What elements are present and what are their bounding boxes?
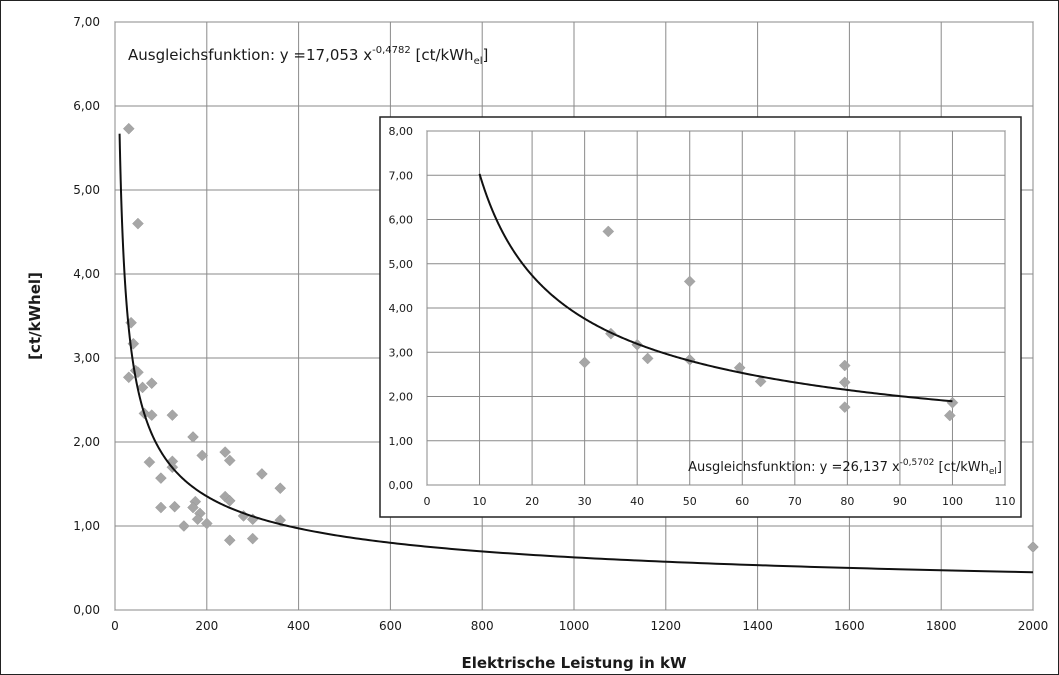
main-data-point (145, 409, 158, 421)
main-data-point (196, 449, 209, 462)
inset-y-tick-label: 2,00 (389, 391, 414, 404)
inset-y-tick-label: 4,00 (389, 302, 414, 315)
main-data-point (122, 371, 135, 384)
inset-x-tick-label: 110 (995, 495, 1016, 508)
inset-y-tick-label: 5,00 (389, 258, 414, 271)
inset-trendline (478, 173, 953, 403)
inset-gridlines (426, 130, 1006, 486)
main-data-point (1027, 541, 1039, 553)
main-y-tick-label: 1,00 (73, 519, 100, 533)
inset-data-point (641, 352, 654, 365)
main-data-point (219, 446, 232, 458)
main-scatter-points (122, 122, 1039, 553)
inset-tick-labels: 0 10 20 30 40 50 60 70 80 90 100 110 0,00 1,00 2,00 3,0… (389, 125, 1016, 508)
inset-x-tick-label: 20 (525, 495, 539, 508)
inset-y-tick-label: 0,00 (389, 479, 414, 492)
inset-data-point (838, 376, 851, 389)
inset-y-tick-label: 1,00 (389, 435, 414, 448)
main-y-tick-label: 3,00 (73, 351, 100, 365)
main-data-point (136, 381, 149, 394)
inset-x-tick-label: 10 (473, 495, 487, 508)
inset-data-point (754, 375, 767, 388)
inset-data-point (683, 275, 696, 288)
main-data-point (132, 217, 144, 230)
main-x-tick-label: 800 (471, 619, 494, 633)
inset-data-point (943, 409, 956, 422)
main-data-point (200, 517, 213, 530)
inset-x-tick-label: 80 (840, 495, 854, 508)
inset-chart: 0 10 20 30 40 50 60 70 80 90 100 110 0,00 1,00 2,00 3,0… (379, 116, 1022, 518)
main-y-tick-label: 4,00 (73, 267, 100, 281)
inset-equation-exponent: -0,5702 (900, 458, 935, 468)
inset-x-tick-label: 50 (683, 495, 697, 508)
main-x-tick-label: 400 (287, 619, 310, 633)
inset-x-tick-label: 60 (735, 495, 749, 508)
main-data-point (155, 501, 167, 514)
main-y-tick-label: 0,00 (73, 603, 100, 617)
main-x-tick-label: 0 (111, 619, 119, 633)
main-equation-unit-sub: el (474, 56, 483, 67)
main-data-point (223, 454, 236, 467)
main-y-tick-label: 2,00 (73, 435, 100, 449)
main-x-tick-label: 1400 (742, 619, 773, 633)
inset-equation-annotation: Ausgleichsfunktion: y =26,137 x-0,5702 [… (688, 458, 1002, 477)
main-data-point (122, 122, 135, 135)
main-data-point (274, 482, 287, 495)
main-y-tick-label: 6,00 (73, 99, 100, 113)
main-data-point (166, 409, 179, 421)
main-data-point (168, 500, 181, 513)
main-tick-labels: 0 200 400 600 800 1000 1200 1400 1600 1800 20000,0… (73, 15, 1048, 633)
inset-x-tick-label: 90 (893, 495, 907, 508)
inset-x-tick-label: 40 (630, 495, 644, 508)
inset-y-tick-label: 6,00 (389, 214, 414, 227)
inset-y-tick-label: 3,00 (389, 346, 414, 359)
main-equation-prefix: Ausgleichsfunktion: y =17,053 x (128, 46, 372, 64)
main-equation-unit: [ct/kWh (411, 46, 474, 64)
main-y-tick-label: 7,00 (73, 15, 100, 29)
inset-y-tick-label: 8,00 (389, 125, 414, 138)
inset-data-point (838, 401, 851, 413)
main-data-point (223, 494, 236, 507)
main-x-tick-label: 1200 (651, 619, 682, 633)
inset-x-tick-label: 0 (424, 495, 431, 508)
x-axis-title: Elektrische Leistung in kW (462, 654, 687, 672)
inset-equation-prefix: Ausgleichsfunktion: y =26,137 x (688, 460, 900, 475)
main-data-point (145, 377, 158, 390)
inset-data-point (578, 356, 591, 369)
inset-equation-unit-sub: el (989, 467, 997, 477)
main-data-point (246, 532, 259, 545)
main-x-tick-label: 1800 (926, 619, 957, 633)
main-data-point (256, 468, 268, 480)
main-data-point (223, 534, 236, 547)
inset-equation-unit: [ct/kWh (934, 460, 988, 475)
main-y-tick-label: 5,00 (73, 183, 100, 197)
inset-x-tick-label: 100 (942, 495, 963, 508)
y-axis-title: [ct/kWhel] (26, 272, 44, 360)
main-x-tick-label: 200 (195, 619, 218, 633)
main-equation-exponent: -0,4782 (372, 45, 411, 56)
inset-x-tick-label: 30 (578, 495, 592, 508)
main-x-tick-label: 1000 (559, 619, 590, 633)
inset-x-tick-label: 70 (788, 495, 802, 508)
main-data-point (177, 520, 190, 532)
inset-y-tick-label: 7,00 (389, 169, 414, 182)
main-trendline (118, 133, 1034, 574)
main-data-point (187, 431, 199, 443)
main-data-point (143, 456, 156, 469)
main-x-tick-label: 600 (379, 619, 402, 633)
main-data-point (155, 472, 167, 484)
inset-data-point (602, 225, 615, 238)
main-x-tick-label: 1600 (834, 619, 865, 633)
main-equation-annotation: Ausgleichsfunktion: y =17,053 x-0,4782 [… (128, 45, 488, 67)
inset-equation-unit-end: ] (997, 460, 1002, 475)
main-x-tick-label: 2000 (1018, 619, 1049, 633)
main-data-point (187, 501, 199, 514)
inset-data-point (838, 359, 851, 372)
main-equation-unit-end: ] (483, 46, 489, 64)
main-data-point (191, 513, 204, 526)
